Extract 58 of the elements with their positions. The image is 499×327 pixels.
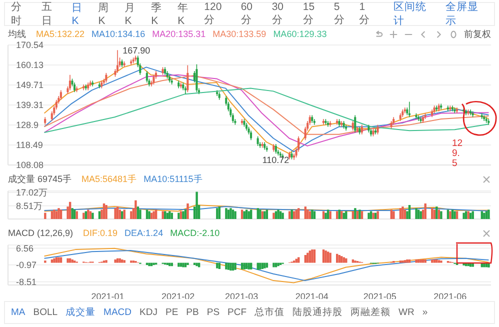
- text: 全屏显示: [445, 0, 480, 28]
- text: 成交量: [66, 306, 96, 319]
- text: 区间统计: [394, 0, 428, 28]
- y-tick-label: 170.54: [16, 40, 44, 50]
- series-label: DIF:0.19: [83, 228, 118, 238]
- text: PE: [165, 307, 178, 318]
- text: MA10:134.16: [92, 29, 146, 39]
- chart-title: 成交量 69745手: [8, 172, 72, 186]
- y-tick-label: -8.51: [16, 276, 37, 287]
- text: MA: [11, 307, 26, 318]
- series-label: DEA:1.24: [124, 228, 164, 238]
- text: PS: [206, 307, 220, 318]
- text: MA5:56481手: [82, 172, 137, 186]
- y-tick-label: -0.97: [16, 260, 37, 270]
- y-tick-label: 128.9: [16, 120, 39, 130]
- text: 30分: [272, 1, 285, 27]
- text: »: [422, 307, 428, 318]
- text: 总市值: [254, 306, 285, 319]
- chart-title: 均线: [8, 28, 26, 40]
- text: 五日: [41, 0, 54, 28]
- text: MA60:129.33: [273, 29, 327, 39]
- annotation: 110.72: [262, 155, 290, 166]
- annotation: 167.90: [122, 45, 150, 56]
- text: MA10:51115手: [144, 172, 202, 186]
- text: 周K: [98, 1, 110, 27]
- text: 前复权: [464, 28, 491, 40]
- text: MA5:132.22: [36, 29, 85, 39]
- y-tick-label: 149.71: [16, 80, 44, 90]
- text: 5分: [334, 1, 346, 27]
- text: WR: [398, 307, 414, 318]
- text: 日K: [72, 1, 84, 27]
- text: 分时: [11, 0, 23, 28]
- text: 120分: [204, 1, 223, 27]
- text: 陆股通持股: [292, 306, 343, 319]
- text: 年K: [178, 1, 190, 27]
- text: MA20:135.31: [152, 29, 206, 39]
- text: 60分: [240, 1, 254, 27]
- text: 15分: [302, 1, 316, 27]
- text: KDJ: [140, 307, 158, 318]
- text: BOLL: [33, 307, 58, 318]
- text: 季K: [151, 1, 164, 27]
- y-tick-label: 8.51万: [16, 200, 43, 211]
- y-tick-label: 160.13: [16, 60, 44, 70]
- y-tick-label: 108.08: [16, 160, 44, 170]
- text: 月K: [124, 1, 137, 27]
- y-tick-label: 17.02万: [16, 188, 48, 198]
- text: 两融差额: [350, 306, 391, 319]
- text: MACD:-2.10: [170, 228, 220, 238]
- text: PCF: [228, 307, 247, 318]
- annotation: 12 9. 5: [452, 138, 463, 169]
- text: MACD: [104, 307, 132, 318]
- y-tick-label: 6.56: [16, 243, 34, 254]
- text: PB: [186, 307, 199, 318]
- chart-title: MACD (12,26,9): [8, 228, 74, 238]
- text: 1分: [359, 1, 372, 27]
- y-tick-label: 139.31: [16, 100, 44, 110]
- text: MA30:133.59: [212, 29, 266, 39]
- y-tick-label: 118.49: [16, 140, 43, 150]
